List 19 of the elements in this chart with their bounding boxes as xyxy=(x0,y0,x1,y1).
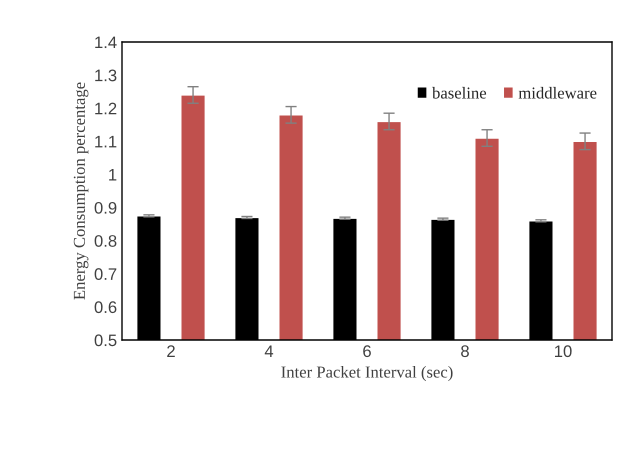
y-tick-label: 1.3 xyxy=(95,70,116,82)
y-axis-title: Energy Consumption percentage xyxy=(74,82,88,300)
legend-label: baseline xyxy=(432,86,486,99)
x-axis-title: Inter Packet Interval (sec) xyxy=(281,366,453,382)
y-tick-label: 1 xyxy=(109,169,116,180)
y-tick-label: 0.9 xyxy=(94,202,116,214)
y-tick-label: 1.2 xyxy=(95,102,116,114)
y-tick-label: 1.4 xyxy=(95,36,117,48)
y-tick-label: 0.7 xyxy=(94,268,116,280)
x-tick-label: 6 xyxy=(363,345,371,358)
x-tick-label: 10 xyxy=(555,345,572,358)
y-tick-label: 0.8 xyxy=(94,235,116,247)
x-tick-label: 2 xyxy=(167,345,175,357)
y-tick-label: 0.5 xyxy=(94,334,116,346)
legend-label: middleware xyxy=(518,86,596,99)
x-tick-label: 8 xyxy=(461,345,469,358)
y-tick-label: 1.1 xyxy=(95,136,116,148)
x-tick-label: 4 xyxy=(264,345,274,357)
y-tick-label: 0.6 xyxy=(94,301,116,314)
